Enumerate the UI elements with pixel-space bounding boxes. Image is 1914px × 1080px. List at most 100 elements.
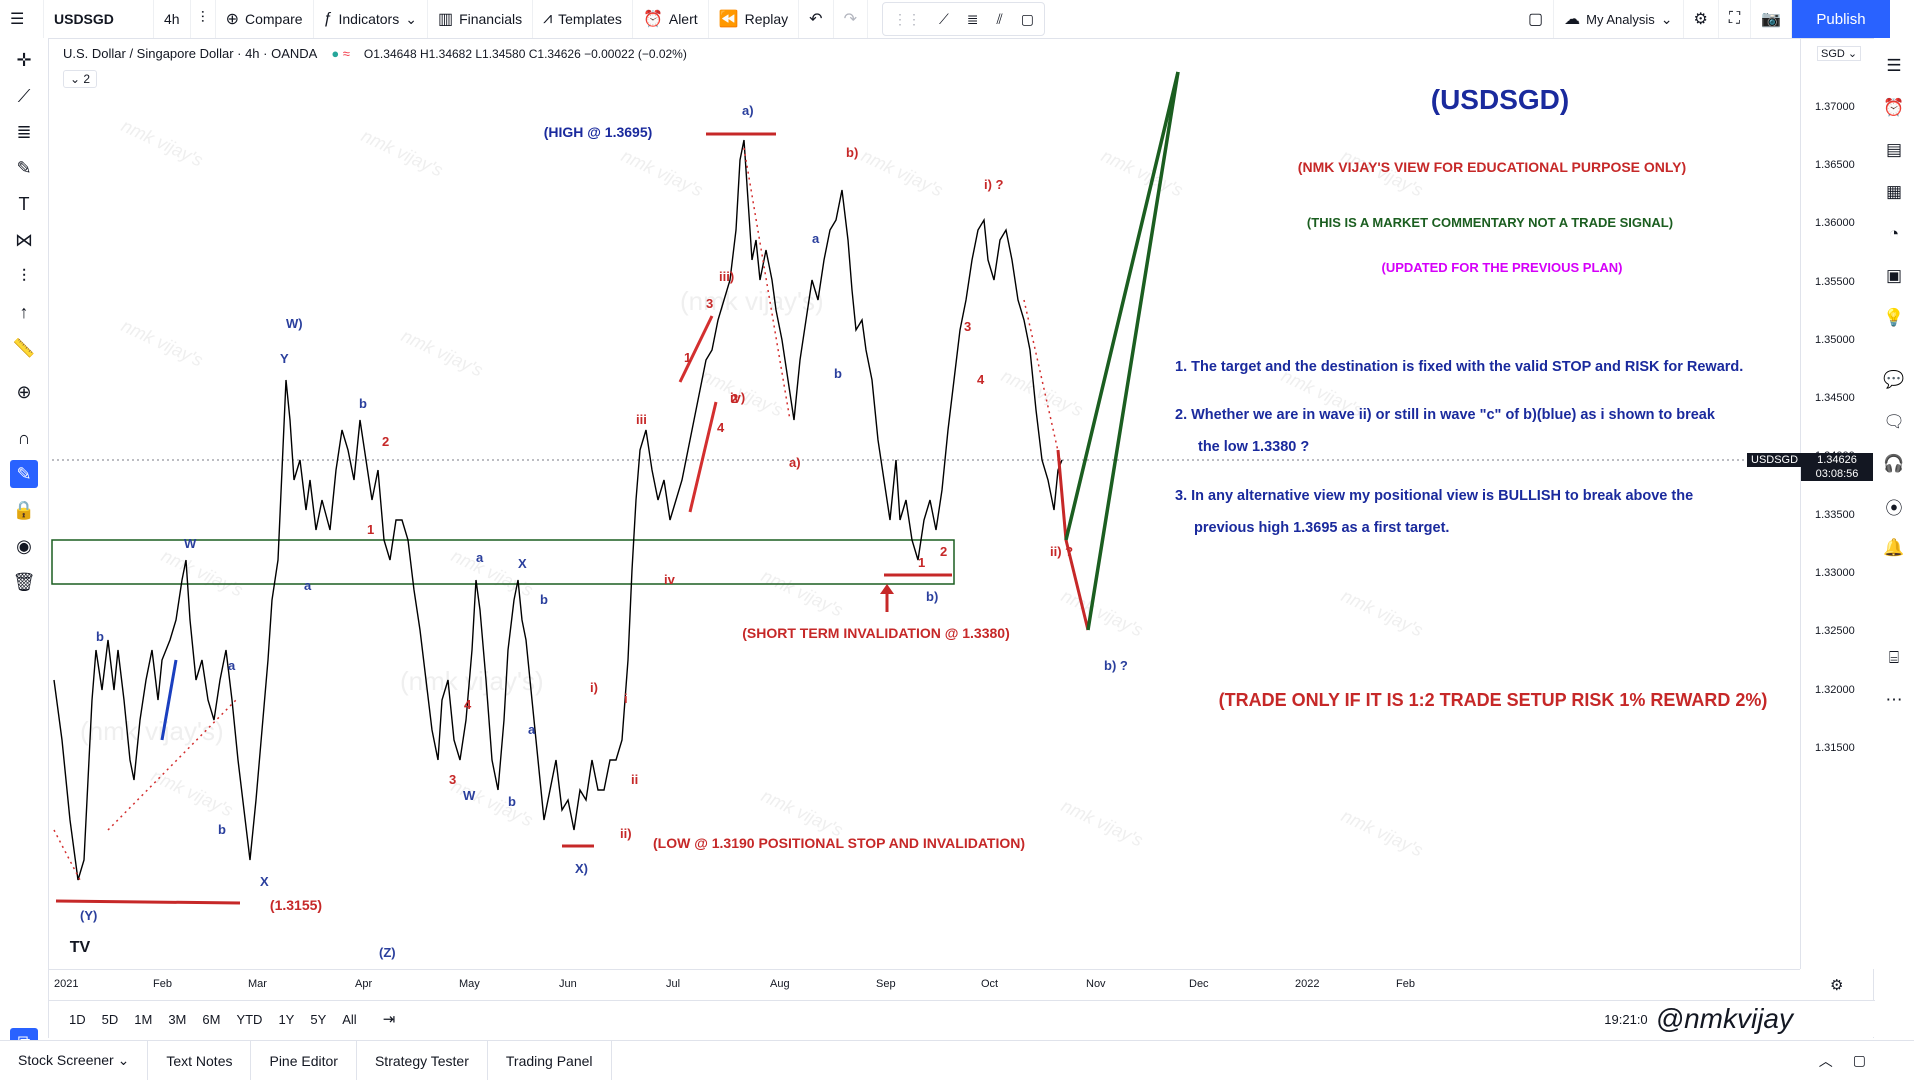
alerts-icon[interactable]: ⏰ (1883, 98, 1905, 117)
axis-settings-icon[interactable]: ⚙ (1830, 977, 1844, 994)
indicators-collapse-toggle[interactable]: ⌄ 2 (63, 70, 98, 88)
top-toolbar: ☰ USDSGD 4h ⫶ ⊕ Compare ƒ Indicators ⌄ ▥ Fin… (0, 0, 1914, 39)
replay-button[interactable]: ⏪ Replay (709, 0, 800, 38)
chats-icon[interactable]: 🗨 (1883, 412, 1905, 431)
order-panel-icon[interactable]: ⌸ (1888, 648, 1900, 667)
stay-in-drawing-icon[interactable]: ✎ (10, 460, 38, 488)
svg-text:(nmk vijay's): (nmk vijay's) (400, 666, 544, 696)
gear-icon: ⚙ (1693, 11, 1708, 28)
dom-icon[interactable]: ⋯ (1885, 690, 1903, 709)
goto-date-icon[interactable]: ⇥ (382, 1011, 396, 1028)
symbol-price-tag: USDSGD (1747, 453, 1803, 467)
crosshair-icon[interactable]: ✛ (16, 49, 32, 70)
wave-label: ii (631, 772, 638, 787)
range-button-all[interactable]: All (342, 1011, 357, 1027)
range-button-5d[interactable]: 5D (101, 1011, 119, 1027)
wave-label: iv (664, 572, 676, 587)
rewind-icon: ⏪ (718, 11, 739, 28)
financials-button[interactable]: ▥ Financials (428, 0, 534, 38)
rectangle-icon[interactable]: ▢ (1020, 10, 1035, 27)
chart-legend: U.S. Dollar / Singapore Dollar · 4h · OA… (63, 46, 687, 61)
wave-label: 3 (706, 296, 713, 311)
wave-label: b (359, 396, 367, 411)
range-button-ytd[interactable]: YTD (236, 1011, 263, 1027)
price-tick: 1.35500 (1815, 276, 1855, 288)
menu-button[interactable]: ☰ (0, 0, 44, 38)
wave-label: W (184, 536, 197, 551)
fullscreen-button[interactable]: ⛶ (1719, 0, 1752, 38)
maximize-panel-icon[interactable]: ▢ (1852, 1052, 1866, 1068)
ruler-icon[interactable]: 📏 (12, 337, 36, 358)
red-dotted-line-4 (53, 829, 81, 881)
interval-button[interactable]: 4h (154, 0, 191, 38)
symbol-search[interactable]: USDSGD (44, 0, 154, 38)
price-chart[interactable]: nmk vijay's nmk vijay's nmk vijay's nmk … (49, 39, 1800, 969)
indicators-button[interactable]: ƒ Indicators ⌄ (314, 0, 428, 38)
streams-icon[interactable]: ⦿ (1885, 498, 1903, 518)
drag-handle-icon[interactable]: ⋮⋮ (892, 10, 921, 27)
function-icon: ƒ (323, 10, 333, 27)
range-button-3m[interactable]: 3M (168, 1011, 187, 1027)
symbol-description[interactable]: U.S. Dollar / Singapore Dollar · 4h · OA… (63, 46, 318, 61)
time-axis[interactable]: 2021 Feb Mar Apr May Jun Jul Aug Sep Oct Nov Dec 202… (49, 936, 1843, 1000)
tradingview-logo[interactable]: TV (65, 936, 95, 960)
news-icon[interactable]: ▣ (1885, 266, 1903, 285)
panel-tab-strategy-tester[interactable]: Strategy Tester (357, 1041, 488, 1080)
wave-label: 1 (367, 522, 374, 537)
channel-icon[interactable]: ⫽ (996, 10, 1003, 27)
calendar-icon[interactable]: ◔ (1888, 224, 1900, 243)
trade-note: (TRADE ONLY IF IT IS 1:2 TRADE SETUP RIS… (1219, 690, 1768, 710)
chart-type-button[interactable]: ⫶ (191, 0, 216, 38)
wave-label: X (260, 874, 269, 889)
templates-button[interactable]: ⩘ Templates (533, 0, 633, 38)
undo-button[interactable]: ↶ (799, 0, 834, 38)
panel-tab-stock-screener[interactable]: Stock Screener ⌄ (0, 1041, 149, 1080)
range-button-1y[interactable]: 1Y (278, 1011, 295, 1027)
trash-icon[interactable]: 🗑 (12, 571, 36, 592)
lock-icon[interactable]: 🔒 (12, 499, 36, 520)
wave-label: 4 (977, 372, 985, 387)
trend-line-icon[interactable]: ⟋ (17, 85, 31, 106)
panel-tab-pine-editor[interactable]: Pine Editor (251, 1041, 357, 1080)
alert-button[interactable]: ⏰ Alert (633, 0, 709, 38)
chat-icon[interactable]: 💬 (1883, 370, 1905, 389)
settings-button[interactable]: ⚙ (1684, 0, 1719, 38)
my-analysis-button[interactable]: ☁ My Analysis ⌄ (1554, 0, 1684, 38)
hotlist-icon[interactable]: ▦ (1885, 182, 1903, 201)
price-series (53, 139, 1063, 881)
layout-button[interactable]: ▢ (1518, 0, 1555, 38)
price-axis[interactable]: SGD ⌄ 1.37000 1.36500 1.36000 1.35500 1.3500… (1747, 39, 1875, 969)
range-button-5y[interactable]: 5Y (310, 1011, 327, 1027)
range-button-1d[interactable]: 1D (69, 1011, 86, 1027)
publish-button[interactable]: Publish (1792, 0, 1890, 38)
snapshot-button[interactable]: 📷 (1751, 0, 1792, 38)
data-window-icon[interactable]: ▤ (1885, 140, 1903, 159)
text-icon[interactable]: T (18, 193, 30, 214)
fib-icon[interactable]: ≣ (966, 10, 979, 27)
ideas-icon[interactable]: 💡 (1883, 308, 1905, 327)
indicators-label: Indicators (338, 11, 400, 27)
range-button-6m[interactable]: 6M (202, 1011, 221, 1027)
fib-icon[interactable]: ≣ (16, 121, 32, 142)
currency-selector[interactable]: SGD ⌄ (1817, 46, 1862, 61)
arrow-icon[interactable]: ↑ (19, 301, 29, 322)
eye-icon[interactable]: ◉ (16, 535, 32, 556)
range-button-1m[interactable]: 1M (134, 1011, 153, 1027)
point-2b: the low 1.3380 ? (1198, 439, 1309, 455)
svg-text:nmk vijay's: nmk vijay's (158, 545, 246, 600)
zoom-icon[interactable]: ⊕ (16, 381, 32, 402)
compare-button[interactable]: ⊕ Compare (216, 0, 314, 38)
magnet-icon[interactable]: ∩ (17, 427, 31, 448)
trend-line-icon[interactable]: ⟋ (938, 10, 949, 27)
watchlist-icon[interactable]: ☰ (1886, 56, 1902, 75)
brush-icon[interactable]: ✎ (16, 157, 32, 178)
notifications-icon[interactable]: 🔔 (1883, 538, 1905, 557)
plus-circle-icon: ⊕ (225, 11, 239, 28)
pattern-icon[interactable]: ⋈ (15, 229, 33, 250)
collapse-panel-icon[interactable]: ︿ (1818, 1052, 1833, 1069)
panel-tab-trading-panel[interactable]: Trading Panel (488, 1041, 612, 1080)
prediction-icon[interactable]: ⫶ (21, 265, 27, 286)
panel-tab-text-notes[interactable]: Text Notes (148, 1041, 252, 1080)
redo-button[interactable]: ↷ (834, 0, 868, 38)
help-icon[interactable]: 🎧 (1883, 454, 1905, 473)
